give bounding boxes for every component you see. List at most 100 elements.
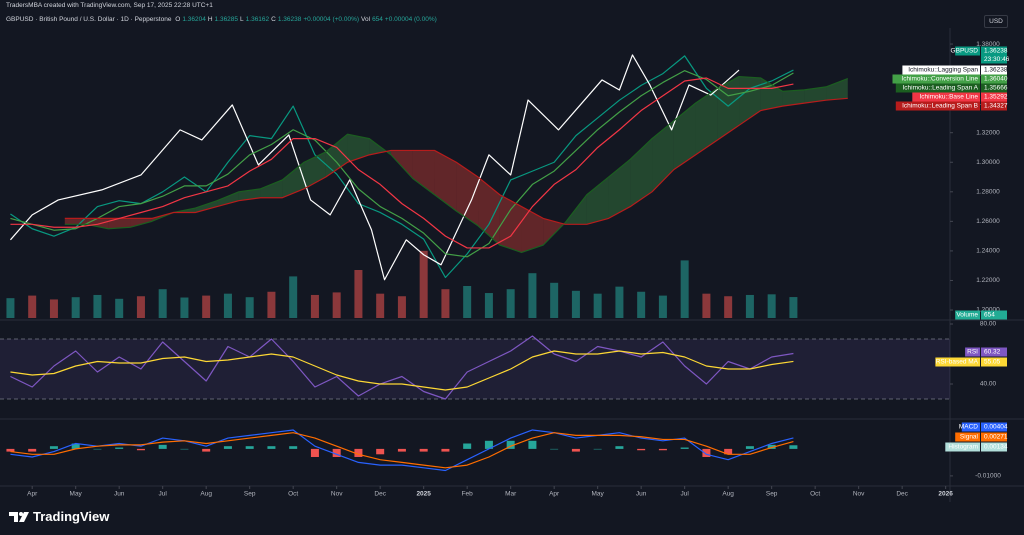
histogram-bar bbox=[789, 445, 798, 449]
value-tag: 0.00404 bbox=[984, 424, 1008, 431]
stat-value: +0.00004 (+0.00%) bbox=[303, 16, 360, 23]
volume-bar bbox=[354, 270, 363, 318]
histogram-bar bbox=[354, 448, 363, 457]
volume-bar bbox=[463, 286, 472, 318]
cloud-segment bbox=[391, 150, 413, 179]
legend-name-box bbox=[945, 442, 980, 452]
value-tag-box bbox=[981, 74, 1007, 84]
cloud-segment bbox=[412, 150, 435, 195]
histogram-bar bbox=[419, 448, 428, 452]
value-tag: 0.00134 bbox=[984, 444, 1008, 451]
cloud-segment bbox=[434, 150, 457, 212]
legend-name: GBPUSD bbox=[951, 48, 979, 55]
legend-name-box bbox=[895, 83, 980, 93]
histogram-bar bbox=[28, 448, 37, 452]
volume-bar bbox=[223, 293, 232, 318]
y-tick-label: 40.00 bbox=[980, 381, 997, 388]
histogram-bar bbox=[463, 443, 472, 449]
x-tick-label: Aug bbox=[200, 491, 212, 498]
y-tick-label: -0.01000 bbox=[975, 473, 1001, 480]
series-line bbox=[9, 54, 740, 281]
volume-bar bbox=[615, 286, 624, 318]
value-tag: 1.35666 bbox=[984, 85, 1008, 92]
stat-value: 1.36162 bbox=[245, 16, 270, 23]
histogram-bar bbox=[397, 448, 406, 452]
legend-name: Ichimoku::Conversion Line bbox=[901, 76, 978, 83]
value-tag-box bbox=[981, 310, 1007, 320]
volume-bar bbox=[767, 294, 776, 318]
series-line bbox=[10, 335, 794, 400]
histogram-bar bbox=[658, 448, 667, 451]
value-tag-box bbox=[981, 422, 1007, 432]
stat-label: Vol bbox=[361, 16, 371, 23]
x-tick-label: Apr bbox=[549, 491, 560, 498]
cloud-segment bbox=[238, 188, 261, 201]
legend-name: Ichimoku::Leading Span A bbox=[902, 85, 978, 92]
cloud-segment bbox=[586, 177, 609, 225]
value-tag-box bbox=[981, 92, 1007, 102]
volume-bar bbox=[484, 293, 493, 318]
value-tag: 0.00271 bbox=[984, 434, 1008, 441]
legend-name: Volume bbox=[956, 312, 978, 319]
cloud-segment bbox=[499, 194, 522, 253]
countdown: 23:30:46 bbox=[984, 56, 1010, 63]
currency-button[interactable]: USD bbox=[984, 15, 1008, 28]
x-tick-label: Dec bbox=[374, 491, 386, 498]
x-tick-label: Nov bbox=[853, 491, 865, 498]
histogram-bar bbox=[376, 448, 385, 455]
value-tag: 1.35292 bbox=[984, 94, 1008, 101]
histogram-bar bbox=[745, 446, 754, 449]
cloud-segment bbox=[347, 134, 370, 163]
cloud-segment bbox=[673, 103, 696, 170]
stat-value: 1.36204 bbox=[182, 16, 206, 23]
histogram-bar bbox=[93, 448, 102, 450]
volume-bar bbox=[680, 260, 689, 318]
volume-bar bbox=[289, 276, 298, 318]
histogram-bar bbox=[115, 447, 124, 449]
volume-bar bbox=[49, 299, 58, 318]
x-tick-label: Jul bbox=[159, 491, 168, 498]
legend-name-box bbox=[965, 347, 980, 357]
stat-value: 654 bbox=[372, 16, 383, 23]
series-line bbox=[10, 432, 794, 469]
x-tick-label: Sep bbox=[766, 491, 778, 498]
value-tag: 60.32 bbox=[984, 349, 1001, 356]
y-tick-label: 1.22000 bbox=[976, 277, 1000, 284]
volume-bar bbox=[6, 298, 15, 318]
legend-name: Histogram bbox=[948, 444, 978, 451]
x-tick-label: Mar bbox=[505, 491, 517, 498]
cloud-segment bbox=[217, 191, 239, 207]
volume-bar bbox=[376, 293, 385, 318]
value-tag: 1.36238 bbox=[984, 48, 1008, 55]
histogram-bar bbox=[310, 448, 319, 457]
volume-bar bbox=[397, 296, 406, 318]
y-tick-label: 1.20000 bbox=[976, 307, 1000, 314]
series-line bbox=[10, 429, 794, 472]
footer-text: TradingView bbox=[33, 509, 110, 524]
credit: TradersMBA created with TradingView.com,… bbox=[6, 2, 213, 9]
value-tag: 654 bbox=[984, 312, 995, 319]
stat-value: +0.00004 (0.00%) bbox=[384, 16, 437, 23]
histogram-bar bbox=[267, 446, 276, 449]
cloud-segment bbox=[804, 86, 827, 104]
volume-bar bbox=[310, 294, 319, 318]
value-tag-box bbox=[981, 46, 1007, 56]
volume-bar bbox=[789, 297, 798, 318]
legend-name: Ichimoku::Leading Span B bbox=[902, 103, 978, 110]
volume-bar bbox=[441, 289, 450, 318]
legend-name-box bbox=[895, 101, 980, 111]
value-tag-box bbox=[981, 101, 1007, 111]
histogram-bar bbox=[180, 448, 189, 450]
histogram-bar bbox=[637, 448, 646, 451]
histogram-bar bbox=[289, 446, 298, 449]
stat-label: H bbox=[207, 16, 213, 23]
volume-bar bbox=[332, 292, 341, 318]
volume-bar bbox=[158, 289, 167, 318]
volume-bar bbox=[93, 294, 102, 318]
cloud-segment bbox=[826, 78, 848, 101]
histogram-bar bbox=[49, 446, 58, 449]
volume-bar bbox=[267, 291, 276, 318]
legend-name-box bbox=[935, 357, 980, 367]
value-tag-box bbox=[981, 83, 1007, 93]
